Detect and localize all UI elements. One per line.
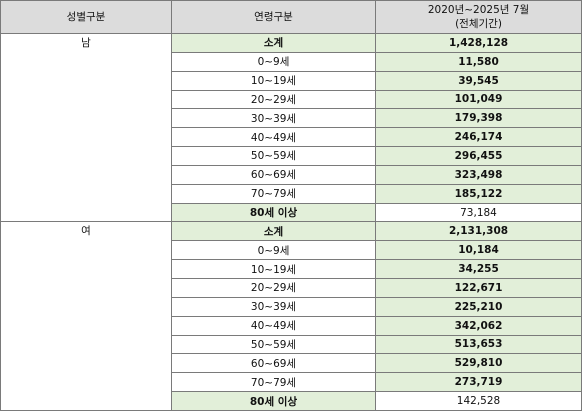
value-cell: 296,455: [375, 146, 582, 166]
header-row: 성별구분 연령구분 2020년~2025년 7월 (전체기간): [0, 0, 582, 34]
value-cell: 10,184: [375, 240, 582, 261]
age-cell: 40~49세: [171, 315, 376, 336]
value-cell: 11,580: [375, 51, 582, 72]
age-cell: 소계: [171, 221, 376, 242]
age-cell: 50~59세: [171, 334, 376, 355]
table-row: 20~29세 101,049: [1, 89, 582, 110]
age-cell: 20~29세: [171, 89, 376, 110]
value-cell: 1,428,128: [375, 33, 582, 53]
header-period-line1: 2020년~2025년 7월: [427, 4, 530, 16]
age-cell: 0~9세: [171, 240, 376, 261]
age-cell: 70~79세: [171, 372, 376, 393]
age-cell: 60~69세: [171, 353, 376, 374]
table-row: 70~79세 185,122: [1, 183, 582, 204]
header-period-line2: (전체기간): [455, 18, 502, 30]
age-cell: 10~19세: [171, 70, 376, 91]
value-cell: 142,528: [375, 391, 582, 411]
header-age: 연령구분: [171, 0, 376, 34]
table-row: 여 소계 2,131,308: [0, 221, 582, 411]
value-cell: 179,398: [375, 108, 582, 129]
value-cell: 101,049: [375, 89, 582, 110]
table-row: 40~49세 246,174: [1, 127, 582, 148]
table-row: 60~69세 323,498: [1, 164, 582, 185]
age-cell: 0~9세: [171, 51, 376, 72]
table-row: 80세 이상 73,184: [1, 202, 582, 223]
table-row: 10~19세 39,545: [1, 70, 582, 91]
table-row: 남 소계 1,428,128: [0, 32, 582, 223]
table-row: 30~39세 225,210: [1, 296, 582, 317]
gender-cell-female: 여: [0, 221, 172, 411]
table-row: 40~49세 342,062: [1, 315, 582, 336]
table-row: 20~29세 122,671: [1, 277, 582, 298]
table-row: 80세 이상 142,528: [1, 391, 582, 411]
table-row: 0~9세 10,184: [1, 240, 582, 261]
gender-cell-male: 남: [0, 32, 172, 223]
header-period: 2020년~2025년 7월 (전체기간): [375, 0, 582, 34]
value-cell: 185,122: [375, 183, 582, 204]
age-cell: 40~49세: [171, 127, 376, 148]
age-cell: 30~39세: [171, 296, 376, 317]
value-cell: 246,174: [375, 127, 582, 148]
value-cell: 39,545: [375, 70, 582, 91]
value-cell: 73,184: [375, 202, 582, 223]
age-cell: 70~79세: [171, 183, 376, 204]
value-cell: 342,062: [375, 315, 582, 336]
age-cell: 80세 이상: [171, 202, 376, 223]
value-cell: 273,719: [375, 372, 582, 393]
table-row: 0~9세 11,580: [1, 51, 582, 72]
header-gender: 성별구분: [0, 0, 172, 34]
age-cell: 10~19세: [171, 259, 376, 279]
value-cell: 2,131,308: [375, 221, 582, 242]
table-row: 60~69세 529,810: [1, 353, 582, 374]
value-cell: 122,671: [375, 277, 582, 298]
age-cell: 30~39세: [171, 108, 376, 129]
table-row: 50~59세 513,653: [1, 334, 582, 355]
age-cell: 50~59세: [171, 146, 376, 166]
value-cell: 225,210: [375, 296, 582, 317]
value-cell: 529,810: [375, 353, 582, 374]
table-row: 50~59세 296,455: [1, 146, 582, 166]
age-cell: 20~29세: [171, 277, 376, 298]
age-cell: 소계: [171, 33, 376, 53]
age-cell: 80세 이상: [171, 391, 376, 411]
age-cell: 60~69세: [171, 164, 376, 185]
value-cell: 513,653: [375, 334, 582, 355]
value-cell: 323,498: [375, 164, 582, 185]
value-cell: 34,255: [375, 259, 582, 279]
